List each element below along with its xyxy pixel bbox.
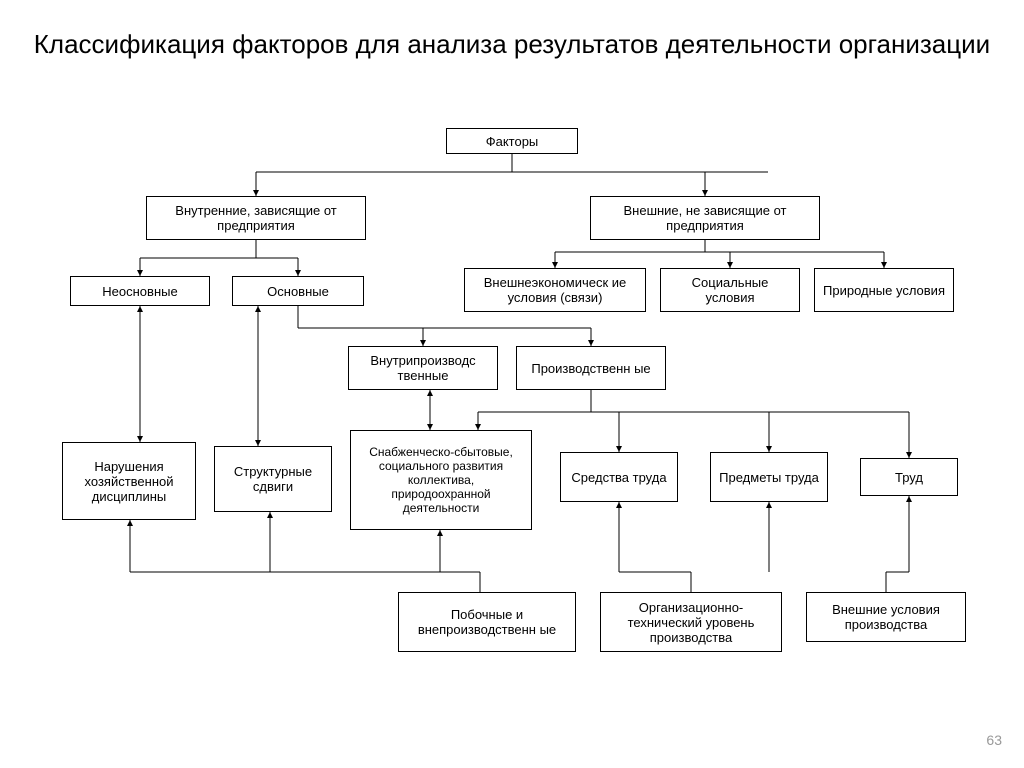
node-byprod: Побочные и внепроизводственн ые — [398, 592, 576, 652]
node-main: Основные — [232, 276, 364, 306]
node-supply: Снабженческо-сбытовые, социального разви… — [350, 430, 532, 530]
page-title: Классификация факторов для анализа резул… — [0, 28, 1024, 62]
node-external: Внешние, не зависящие от предприятия — [590, 196, 820, 240]
diagram-edges — [0, 0, 1024, 768]
node-violation: Нарушения хозяйственной дисциплины — [62, 442, 196, 520]
node-objects: Предметы труда — [710, 452, 828, 502]
node-nonmain: Неосновные — [70, 276, 210, 306]
node-prod: Производственн ые — [516, 346, 666, 390]
node-social: Социальные условия — [660, 268, 800, 312]
node-structshift: Структурные сдвиги — [214, 446, 332, 512]
node-extecon: Внешнеэкономическ ие условия (связи) — [464, 268, 646, 312]
node-internal: Внутренние, зависящие от предприятия — [146, 196, 366, 240]
node-intraprod: Внутрипроизводс твенные — [348, 346, 498, 390]
node-extcond: Внешние условия производства — [806, 592, 966, 642]
node-means: Средства труда — [560, 452, 678, 502]
node-root: Факторы — [446, 128, 578, 154]
page-number: 63 — [986, 732, 1002, 748]
node-labor: Труд — [860, 458, 958, 496]
node-orgtech: Организационно-технический уровень произ… — [600, 592, 782, 652]
node-natural: Природные условия — [814, 268, 954, 312]
